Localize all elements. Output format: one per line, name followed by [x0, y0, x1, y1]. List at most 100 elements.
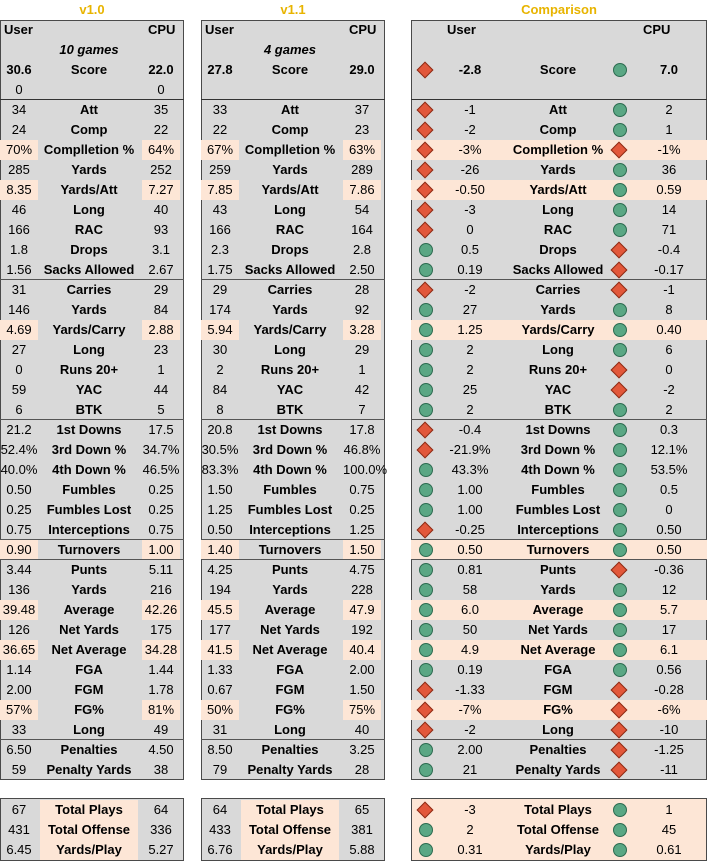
- user-value: 194: [209, 582, 231, 597]
- green-circle-icon: [613, 843, 627, 857]
- comparison-row: -0.25 Interceptions 0.50: [411, 520, 707, 540]
- totals-row: 2 Total Offense 45: [411, 820, 707, 840]
- games-count: 4 games: [263, 42, 317, 57]
- stat-row: 4.25 Punts 4.75: [201, 560, 385, 580]
- comparison-row: 27 Yards 8: [411, 300, 707, 320]
- cpu-diff: 2: [665, 102, 673, 117]
- row-highlight: [411, 180, 707, 200]
- user-diff: 43.3%: [451, 462, 489, 477]
- section-divider: [201, 279, 385, 280]
- cpu-value: 2.8: [352, 242, 372, 257]
- green-circle-icon: [419, 763, 433, 777]
- cpu-value: 35: [153, 102, 169, 117]
- stat-label: Fumbles Lost: [515, 502, 601, 517]
- comparison-row: 4.9 Net Average 6.1: [411, 640, 707, 660]
- cpu-value: 289: [351, 162, 373, 177]
- stat-row: 33 Att 37: [201, 100, 385, 120]
- stat-row: 43 Long 54: [201, 200, 385, 220]
- stat-row: 146 Yards 84: [0, 300, 184, 320]
- user-value: 0.75: [6, 522, 32, 537]
- stat-label: 4th Down %: [253, 462, 327, 477]
- cpu-value: 75%: [343, 700, 381, 720]
- user-diff: -7%: [458, 702, 482, 717]
- stat-label: FG%: [275, 702, 305, 717]
- section-gap: [201, 780, 385, 798]
- cpu-value: [343, 80, 381, 100]
- stat-row: 2.00 FGM 1.78: [0, 680, 184, 700]
- cpu-value: 46.5%: [142, 462, 180, 477]
- stat-row: 8.50 Penalties 3.25: [201, 740, 385, 760]
- user-value: 24: [11, 122, 27, 137]
- section-divider: [201, 739, 385, 740]
- red-diamond-icon: [416, 421, 434, 439]
- user-value: 2: [216, 362, 224, 377]
- user-value: 431: [8, 822, 30, 837]
- row-highlight: [411, 320, 707, 340]
- cpu-diff: 17: [661, 622, 677, 637]
- stat-row: 259 Yards 289: [201, 160, 385, 180]
- cpu-value: 38: [153, 762, 169, 777]
- score-row: -2.8 Score 7.0: [411, 60, 707, 80]
- cpu-value: 5.11: [148, 562, 174, 577]
- section-divider: [201, 539, 385, 540]
- stat-row: 20.8 1st Downs 17.8: [201, 420, 385, 440]
- user-value: 3.44: [6, 562, 32, 577]
- stat-row: 83.3% 4th Down % 100.0%: [201, 460, 388, 480]
- comparison-row: -26 Yards 36: [411, 160, 707, 180]
- section-divider: [201, 419, 385, 420]
- comparison-row: 25 YAC -2: [411, 380, 707, 400]
- cpu-value: 40: [153, 202, 169, 217]
- comparison-row: 2 BTK 2: [411, 400, 707, 420]
- red-diamond-icon: [416, 101, 434, 119]
- cpu-value: 92: [354, 302, 370, 317]
- cpu-value: 28: [354, 282, 370, 297]
- stat-label: Turnovers: [258, 542, 322, 557]
- stats-table-v1-0: v1.0 User CPU 10 games 30.6 Score 22.0 0 0 34 Att 3…: [0, 0, 184, 863]
- stat-label: Drops: [70, 242, 108, 257]
- green-circle-icon: [613, 103, 627, 117]
- stat-label: Score: [70, 62, 108, 77]
- stat-row: 1.25 Fumbles Lost 0.25: [201, 500, 385, 520]
- cpu-value: 0.75: [148, 522, 174, 537]
- divider: [411, 99, 707, 100]
- user-diff: 1.00: [457, 502, 483, 517]
- stat-label: Net Average: [520, 642, 596, 657]
- user-value: 6.45: [6, 842, 32, 857]
- comparison-row: -1 Att 2: [411, 100, 707, 120]
- user-value: 0: [15, 82, 23, 97]
- cpu-value: 54: [354, 202, 370, 217]
- user-value: 174: [209, 302, 231, 317]
- green-circle-icon: [613, 343, 627, 357]
- user-value: [201, 80, 239, 100]
- column-header-row: User CPU: [0, 20, 184, 40]
- cpu-diff: 6.1: [659, 642, 679, 657]
- green-circle-icon: [613, 463, 627, 477]
- stat-row: 84 YAC 42: [201, 380, 385, 400]
- stat-label: Runs 20+: [260, 362, 320, 377]
- comparison-row: 21 Penalty Yards -11: [411, 760, 707, 780]
- stat-label: 3rd Down %: [252, 442, 328, 457]
- comparison-row: 2.00 Penalties -1.25: [411, 740, 707, 760]
- stat-row: 70% Complletion % 64%: [0, 140, 184, 160]
- user-value: 31: [212, 722, 228, 737]
- stat-label: Long: [274, 722, 306, 737]
- user-diff: -3: [464, 802, 476, 817]
- stat-label: 1st Downs: [257, 422, 323, 437]
- cpu-diff: -2: [663, 382, 675, 397]
- green-circle-icon: [419, 543, 433, 557]
- user-diff: -1: [464, 102, 476, 117]
- stat-label: Runs 20+: [528, 362, 588, 377]
- user-diff: -3%: [458, 142, 482, 157]
- user-value: 1.33: [207, 662, 233, 677]
- cpu-value: 0.25: [148, 502, 174, 517]
- user-value: 79: [212, 762, 228, 777]
- stats-table-v1-1: v1.1 User CPU 4 games 27.8 Score 29.0 33 Att 37 22…: [201, 0, 388, 863]
- stat-row: 166 RAC 93: [0, 220, 184, 240]
- green-circle-icon: [419, 463, 433, 477]
- cpu-value: 29: [354, 342, 370, 357]
- user-value: 31: [11, 282, 27, 297]
- stat-label: Long: [73, 722, 105, 737]
- green-circle-icon: [419, 383, 433, 397]
- stat-row: 31 Long 40: [201, 720, 385, 740]
- stat-label: Yards/Play: [40, 840, 138, 860]
